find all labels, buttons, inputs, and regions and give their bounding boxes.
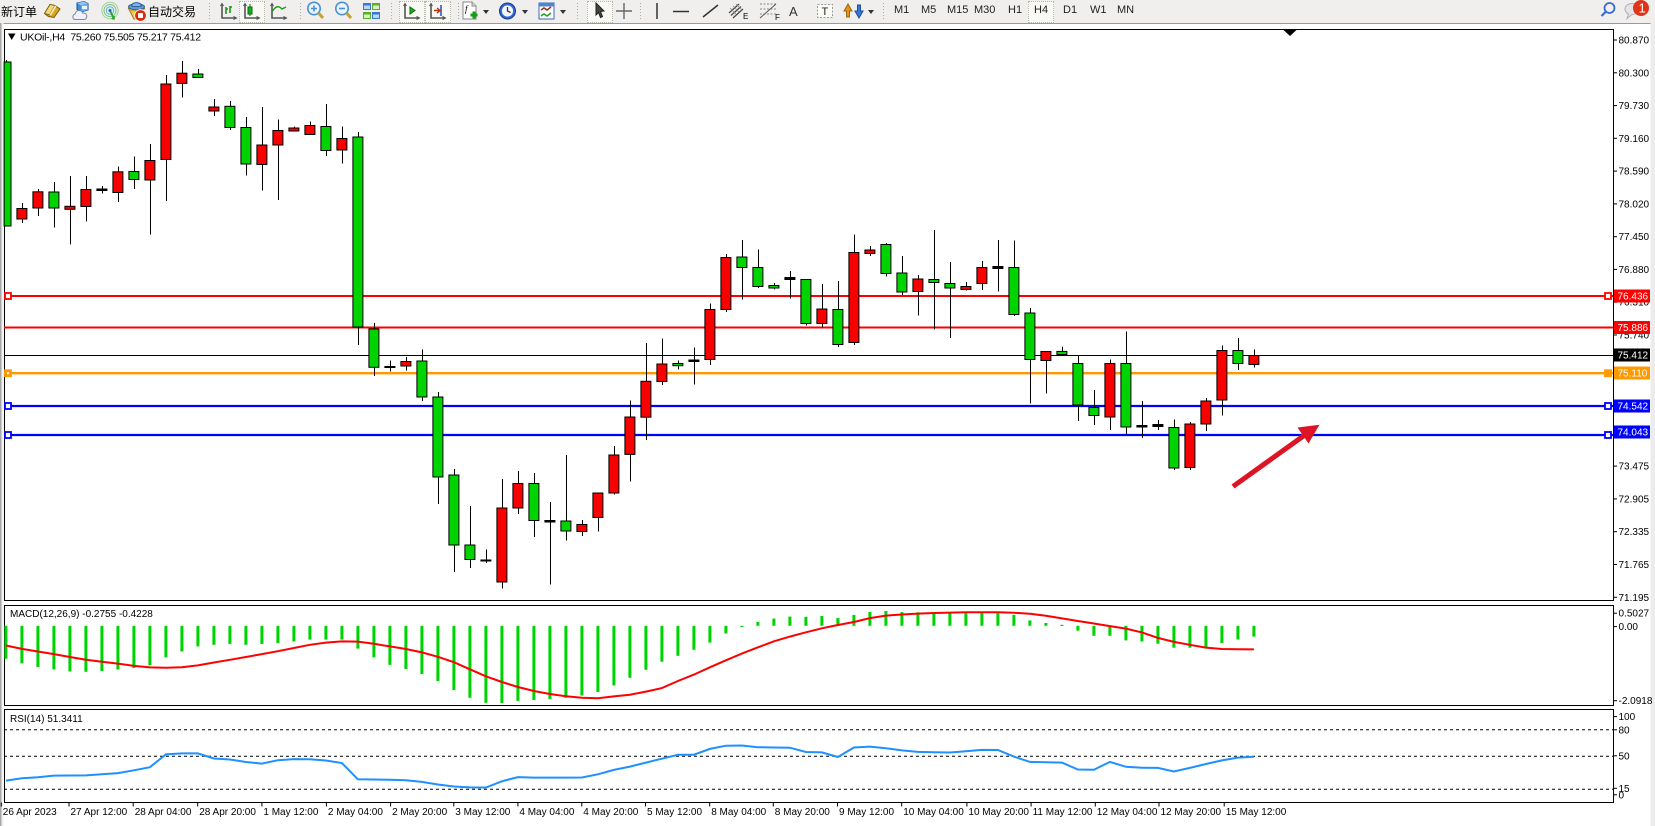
svg-text:75.740: 75.740	[1619, 331, 1650, 342]
svg-text:26 Apr 2023: 26 Apr 2023	[3, 807, 57, 818]
svg-text:79.160: 79.160	[1619, 134, 1650, 145]
svg-text:100: 100	[1619, 712, 1636, 723]
svg-text:0.00: 0.00	[1619, 622, 1639, 633]
svg-text:8 May 04:00: 8 May 04:00	[711, 807, 766, 818]
svg-text:5 May 12:00: 5 May 12:00	[647, 807, 702, 818]
svg-text:79.730: 79.730	[1619, 101, 1650, 112]
svg-text:80: 80	[1619, 725, 1631, 736]
svg-text:74.542: 74.542	[1618, 402, 1649, 413]
svg-text:28 Apr 04:00: 28 Apr 04:00	[135, 807, 192, 818]
svg-text:71.195: 71.195	[1619, 593, 1650, 604]
svg-text:9 May 12:00: 9 May 12:00	[839, 807, 894, 818]
svg-text:78.590: 78.590	[1619, 167, 1650, 178]
svg-text:80.300: 80.300	[1619, 68, 1650, 79]
svg-text:0.5027: 0.5027	[1619, 609, 1650, 620]
svg-text:1: 1	[1639, 1, 1646, 16]
svg-text:50: 50	[1619, 751, 1631, 762]
svg-text:f: f	[465, 4, 469, 14]
svg-text:4 May 20:00: 4 May 20:00	[583, 807, 638, 818]
svg-text:12 May 04:00: 12 May 04:00	[1097, 807, 1158, 818]
svg-text:76.880: 76.880	[1619, 265, 1650, 276]
svg-text:E: E	[743, 12, 748, 21]
svg-text:0: 0	[1619, 790, 1625, 801]
svg-text:F: F	[775, 13, 780, 22]
svg-text:73.475: 73.475	[1619, 462, 1650, 473]
svg-text:28 Apr 20:00: 28 Apr 20:00	[199, 807, 256, 818]
svg-text:76.436: 76.436	[1618, 292, 1649, 303]
svg-text:10 May 20:00: 10 May 20:00	[968, 807, 1029, 818]
svg-text:4 May 04:00: 4 May 04:00	[519, 807, 574, 818]
svg-text:71.765: 71.765	[1619, 560, 1650, 571]
svg-text:12 May 20:00: 12 May 20:00	[1161, 807, 1222, 818]
svg-text:RSI(14) 51.3411: RSI(14) 51.3411	[10, 714, 83, 725]
svg-text:2 May 04:00: 2 May 04:00	[328, 807, 383, 818]
svg-text:75.412: 75.412	[1618, 351, 1649, 362]
svg-text:75.110: 75.110	[1618, 369, 1648, 380]
svg-text:2 May 20:00: 2 May 20:00	[392, 807, 447, 818]
svg-text:11 May 12:00: 11 May 12:00	[1033, 807, 1093, 818]
svg-text:75.886: 75.886	[1618, 323, 1649, 334]
svg-text:15: 15	[1619, 784, 1631, 795]
svg-text:78.020: 78.020	[1619, 199, 1650, 210]
svg-text:77.450: 77.450	[1619, 232, 1650, 243]
svg-text:1 May 12:00: 1 May 12:00	[263, 807, 318, 818]
svg-text:T: T	[822, 6, 829, 18]
svg-text:80.870: 80.870	[1619, 36, 1650, 47]
svg-text:10 May 04:00: 10 May 04:00	[903, 807, 964, 818]
svg-text:UKOil-,H4 75.260 75.505 75.21: UKOil-,H4 75.260 75.505 75.217 75.412	[20, 32, 201, 44]
svg-text:72.905: 72.905	[1619, 494, 1650, 505]
svg-text:72.335: 72.335	[1619, 527, 1650, 538]
svg-text:-2.0918: -2.0918	[1619, 696, 1653, 707]
svg-text:74.043: 74.043	[1618, 428, 1649, 439]
svg-text:MACD(12,26,9) -0.2755 -0.4228: MACD(12,26,9) -0.2755 -0.4228	[10, 609, 153, 620]
svg-text:8 May 20:00: 8 May 20:00	[775, 807, 830, 818]
svg-text:76.310: 76.310	[1619, 298, 1650, 309]
svg-text:3 May 12:00: 3 May 12:00	[455, 807, 510, 818]
svg-text:15 May 12:00: 15 May 12:00	[1226, 807, 1287, 818]
svg-text:27 Apr 12:00: 27 Apr 12:00	[71, 807, 128, 818]
